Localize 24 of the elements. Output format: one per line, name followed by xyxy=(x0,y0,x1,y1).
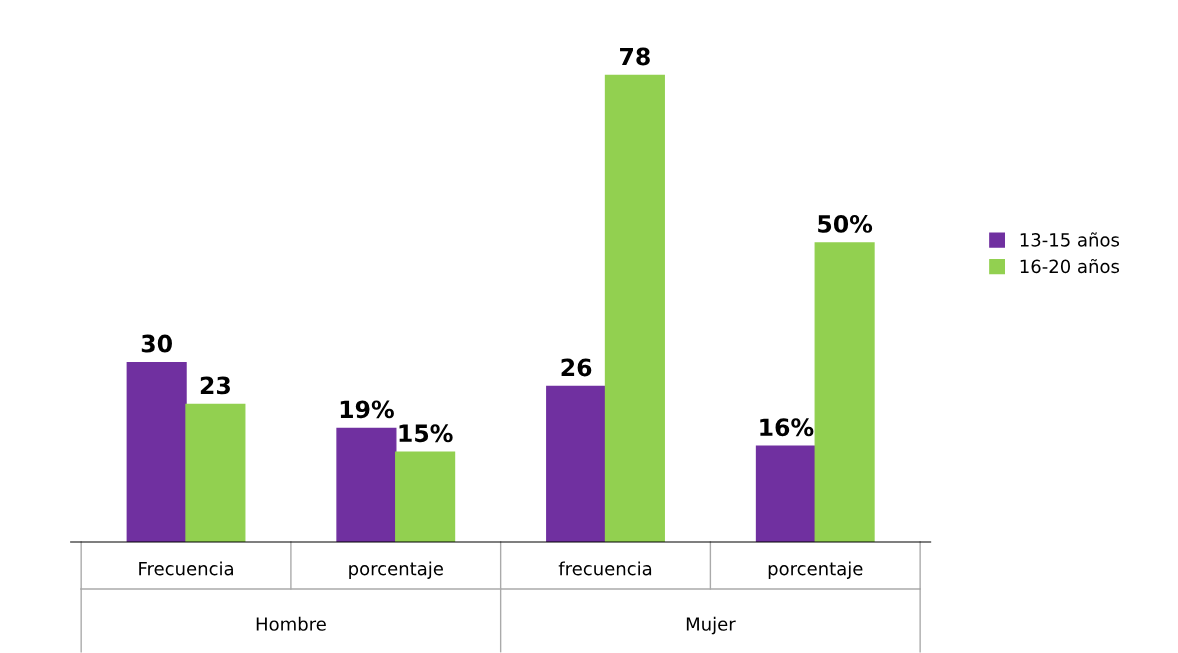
text: Hombre xyxy=(256,616,326,631)
bar xyxy=(395,451,456,542)
x-tick-label: frecuencia xyxy=(558,561,652,576)
bar xyxy=(814,242,875,542)
legend-label: 16-20 años xyxy=(1020,258,1120,274)
x-tick-label: porcentaje xyxy=(349,561,443,579)
data-label: 30 xyxy=(141,334,172,353)
data-label: 23 xyxy=(200,376,230,395)
bar xyxy=(185,403,246,542)
data-label: 19% xyxy=(340,400,394,419)
data-label: 15% xyxy=(399,424,453,443)
text: Mujer xyxy=(686,616,736,635)
data-label: 16% xyxy=(760,418,814,437)
bar xyxy=(336,427,397,542)
bar xyxy=(604,74,665,542)
legend-label: 13-15 años xyxy=(1020,232,1120,247)
bar xyxy=(755,445,816,542)
data-label: 26 xyxy=(561,358,592,377)
x-tick-label: porcentaje xyxy=(768,561,863,579)
data-label: 78 xyxy=(620,47,650,66)
x-tick-label: Frecuencia xyxy=(139,561,233,576)
bar xyxy=(126,361,187,542)
bar xyxy=(546,385,607,542)
data-label: 50% xyxy=(818,215,873,233)
